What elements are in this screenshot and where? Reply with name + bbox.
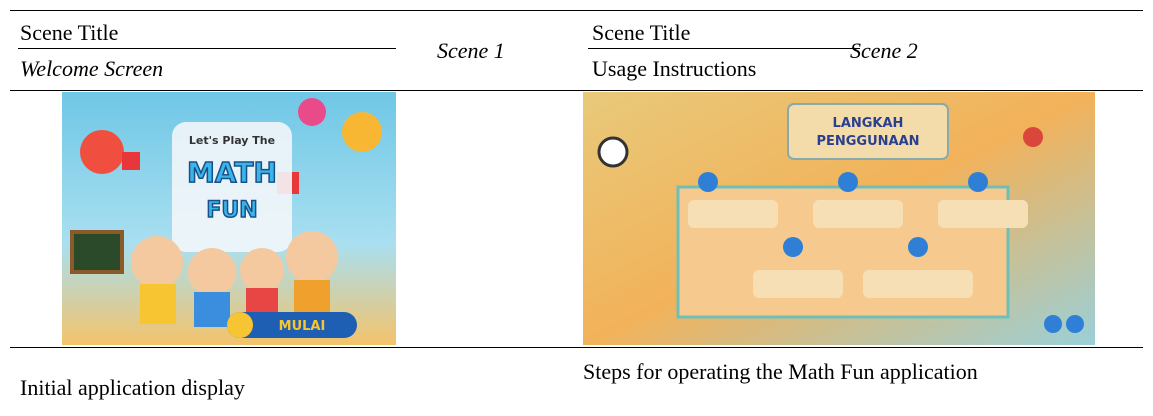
scene-title-label: Scene Title	[592, 20, 691, 45]
scene-title: Welcome Screen	[20, 56, 164, 81]
scene-1-image: Let's Play The MATH FUN MULAI	[62, 92, 396, 345]
scene-2-image: LANGKAH PENGGUNAAN	[583, 92, 1095, 345]
header-rule	[10, 90, 1143, 91]
image-text: LANGKAH	[833, 116, 904, 131]
top-rule	[10, 10, 1143, 11]
scene-title: Usage Instructions	[592, 56, 757, 81]
title-rule	[18, 48, 396, 49]
title-rule	[588, 48, 860, 49]
caption: Initial application display	[20, 375, 245, 400]
caption: Steps for operating the Math Fun applica…	[583, 359, 978, 384]
image-text: PENGGUNAAN	[816, 134, 919, 149]
image-text: Let's Play The	[189, 134, 275, 147]
scene-number: Scene 1	[437, 38, 505, 63]
scene-title-label: Scene Title	[20, 20, 119, 45]
image-rule	[10, 347, 1143, 348]
image-text: FUN	[206, 198, 257, 223]
scene-number: Scene 2	[850, 38, 918, 63]
image-text: MULAI	[279, 319, 326, 334]
image-text: MATH	[187, 156, 277, 189]
